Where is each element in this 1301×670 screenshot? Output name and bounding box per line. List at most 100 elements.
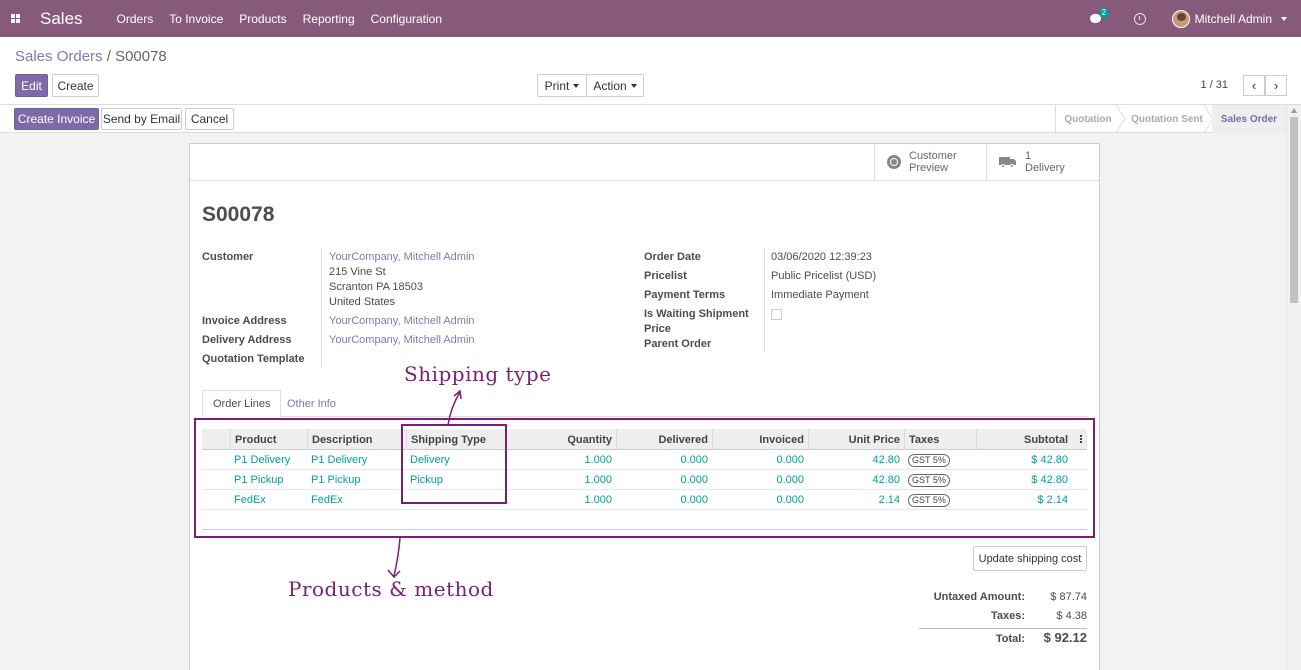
totals-divider <box>919 628 1087 629</box>
cell-invoiced[interactable]: 0.000 <box>776 474 804 486</box>
cell-subtotal[interactable]: $ 42.80 <box>1031 474 1068 486</box>
cell-product[interactable]: P1 Pickup <box>234 474 284 486</box>
action-button[interactable]: Action <box>586 74 644 97</box>
scroll-thumb[interactable] <box>1290 117 1298 303</box>
activity-clock-icon[interactable] <box>1133 12 1146 25</box>
form-sheet: Customer Preview 1 Delivery S00078 Custo… <box>189 143 1100 670</box>
tab-other-info[interactable]: Other Info <box>287 397 336 410</box>
stage-sales-order[interactable]: Sales Order <box>1212 105 1286 133</box>
col-description[interactable]: Description <box>307 429 406 450</box>
breadcrumb-separator: / <box>106 48 111 65</box>
cell-shipping-type[interactable]: Pickup <box>410 474 444 486</box>
stage-quotation-sent[interactable]: Quotation Sent <box>1131 113 1203 125</box>
taxes-label: Taxes: <box>990 610 1025 622</box>
chat-icon[interactable]: 2 <box>1089 8 1110 24</box>
column-options-icon[interactable] <box>1080 435 1082 443</box>
menu-orders[interactable]: Orders <box>116 11 154 26</box>
edit-button[interactable]: Edit <box>15 74 48 97</box>
cell-delivered[interactable]: 0.000 <box>680 494 708 506</box>
cell-product[interactable]: P1 Delivery <box>234 454 291 466</box>
stage-quotation[interactable]: Quotation <box>1055 105 1120 133</box>
taxes-value: $ 4.38 <box>1056 610 1087 622</box>
table-row[interactable]: P1 Delivery P1 Delivery Delivery 1.000 0… <box>202 450 1087 470</box>
chevron-down-icon <box>630 83 637 88</box>
pager-value[interactable]: 1 / 31 <box>1200 79 1228 91</box>
delivery-address-link[interactable]: YourCompany, Mitchell Admin <box>329 334 475 346</box>
invoice-address-link[interactable]: YourCompany, Mitchell Admin <box>329 315 475 327</box>
pricelist-value: Public Pricelist (USD) <box>771 270 877 282</box>
menu-reporting[interactable]: Reporting <box>302 11 355 26</box>
cell-taxes[interactable]: GST 5% <box>904 470 976 490</box>
cell-taxes[interactable]: GST 5% <box>904 490 976 510</box>
customer-address-country: United States <box>329 296 396 308</box>
col-shipping-type[interactable]: Shipping Type <box>406 429 506 450</box>
page-scrollbar[interactable] <box>1286 105 1301 670</box>
chevron-down-icon <box>573 83 580 88</box>
delivery-button[interactable]: 1 Delivery <box>986 144 1099 180</box>
col-subtotal[interactable]: Subtotal <box>976 429 1072 450</box>
cell-quantity[interactable]: 1.000 <box>584 494 612 506</box>
app-name[interactable]: Sales <box>40 8 83 28</box>
cell-quantity[interactable]: 1.000 <box>584 454 612 466</box>
pager-next-button[interactable]: › <box>1265 75 1287 96</box>
apps-menu-icon[interactable] <box>0 0 30 37</box>
menu-products[interactable]: Products <box>239 11 287 26</box>
cell-invoiced[interactable]: 0.000 <box>776 454 804 466</box>
col-unit-price[interactable]: Unit Price <box>808 429 904 450</box>
menu-configuration[interactable]: Configuration <box>370 11 443 26</box>
print-button[interactable]: Print <box>537 74 587 97</box>
customer-preview-button[interactable]: Customer Preview <box>874 144 986 180</box>
cell-delivered[interactable]: 0.000 <box>680 474 708 486</box>
cell-taxes[interactable]: GST 5% <box>904 450 976 470</box>
col-product[interactable]: Product <box>230 429 307 450</box>
tab-order-lines[interactable]: Order Lines <box>202 390 282 417</box>
customer-preview-line1: Customer <box>909 150 957 162</box>
shipping-type-annotation: Shipping type <box>404 362 552 386</box>
cell-subtotal[interactable]: $ 2.14 <box>1037 494 1068 506</box>
customer-link[interactable]: YourCompany, Mitchell Admin <box>329 251 475 263</box>
cell-invoiced[interactable]: 0.000 <box>776 494 804 506</box>
arrow-down-icon <box>387 537 401 579</box>
cell-description[interactable]: P1 Pickup <box>311 474 361 486</box>
payment-terms-label: Payment Terms <box>644 289 726 301</box>
send-by-email-button[interactable]: Send by Email <box>101 108 182 130</box>
breadcrumb-sales-orders[interactable]: Sales Orders <box>15 48 103 65</box>
smart-button-box: Customer Preview 1 Delivery <box>190 144 1099 181</box>
create-invoice-button[interactable]: Create Invoice <box>14 108 99 130</box>
cell-unit-price[interactable]: 42.80 <box>872 454 900 466</box>
cell-unit-price[interactable]: 2.14 <box>878 494 900 506</box>
stage-separator-icon <box>1116 105 1126 133</box>
menu-to-invoice[interactable]: To Invoice <box>169 11 224 26</box>
customer-address-street: 215 Vine St <box>329 266 386 278</box>
table-row[interactable]: P1 Pickup P1 Pickup Pickup 1.000 0.000 0… <box>202 470 1087 490</box>
create-button[interactable]: Create <box>52 74 99 97</box>
cell-unit-price[interactable]: 42.80 <box>872 474 900 486</box>
cell-shipping-type[interactable]: Delivery <box>410 454 450 466</box>
delivery-count: 1 <box>1025 150 1032 162</box>
action-label: Action <box>593 78 627 93</box>
col-taxes[interactable]: Taxes <box>904 429 976 450</box>
update-shipping-cost-button[interactable]: Update shipping cost <box>973 546 1087 571</box>
waiting-shipment-checkbox[interactable] <box>771 309 782 320</box>
untaxed-amount-value: $ 87.74 <box>1050 591 1087 603</box>
user-menu[interactable]: Mitchell Admin <box>1171 9 1287 28</box>
shipping-type-highlight-box <box>401 424 507 504</box>
print-label: Print <box>544 78 570 93</box>
table-row[interactable]: FedEx FedEx 1.000 0.000 0.000 2.14 GST 5… <box>202 490 1087 510</box>
cell-subtotal[interactable]: $ 42.80 <box>1031 454 1068 466</box>
cell-delivered[interactable]: 0.000 <box>680 454 708 466</box>
globe-icon <box>887 155 901 169</box>
cell-product[interactable]: FedEx <box>234 494 266 506</box>
cell-description[interactable]: FedEx <box>311 494 343 506</box>
pager-prev-button[interactable]: ‹ <box>1243 75 1265 96</box>
cancel-button[interactable]: Cancel <box>185 108 234 130</box>
col-delivered[interactable]: Delivered <box>616 429 712 450</box>
scroll-up-icon[interactable] <box>1291 108 1297 113</box>
cell-quantity[interactable]: 1.000 <box>584 474 612 486</box>
waiting-shipment-label-line1: Is Waiting Shipment <box>644 308 749 320</box>
col-invoiced[interactable]: Invoiced <box>712 429 808 450</box>
untaxed-amount-label: Untaxed Amount: <box>933 591 1025 603</box>
avatar <box>1171 9 1190 28</box>
cell-description[interactable]: P1 Delivery <box>311 454 368 466</box>
invoice-address-label: Invoice Address <box>202 315 287 327</box>
